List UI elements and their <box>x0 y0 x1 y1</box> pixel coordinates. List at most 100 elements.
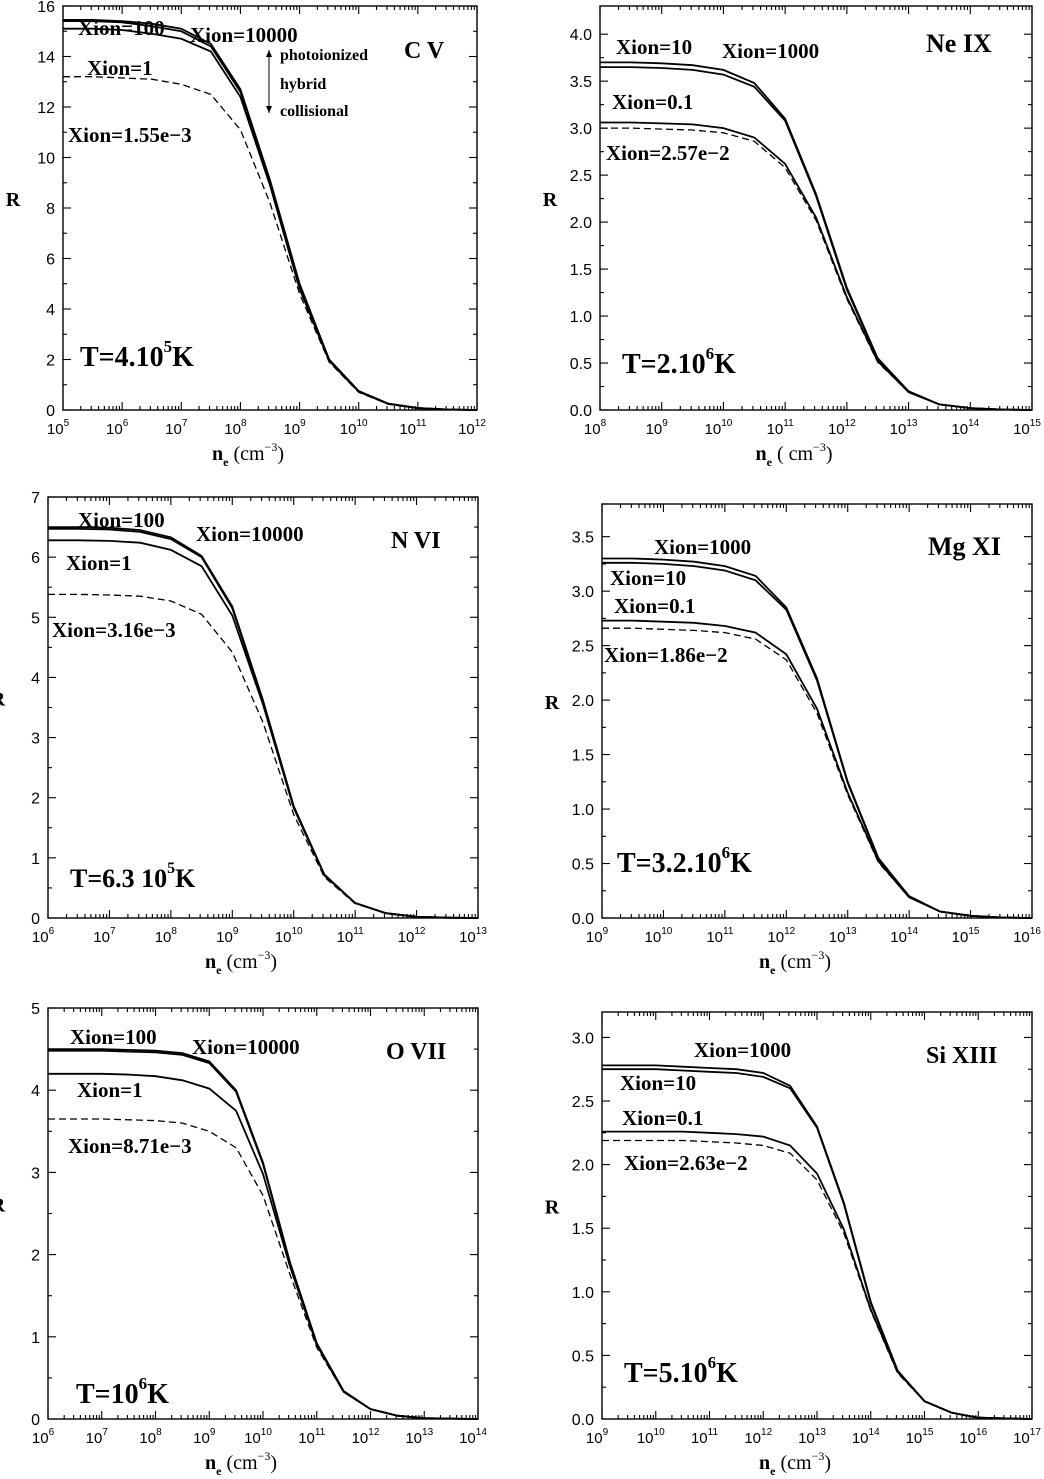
x-tick-label: 1014 <box>459 1427 487 1447</box>
regime-note: hybrid <box>280 76 326 93</box>
y-tick-label: 4 <box>31 1083 40 1100</box>
series-line-xion-100 <box>48 1049 479 1420</box>
series-label: Xion=1 <box>87 56 153 80</box>
ion-label: N VI <box>391 528 441 554</box>
series-label: Xion=2.57e−2 <box>606 141 730 165</box>
y-tick-label: 0.5 <box>570 356 592 373</box>
x-tick-label: 1011 <box>337 926 365 946</box>
x-tick-label: 1011 <box>767 418 795 438</box>
x-tick-label: 1014 <box>890 926 918 946</box>
x-axis-label-main: n <box>759 1452 770 1474</box>
x-axis-label-close: ) <box>277 443 284 465</box>
x-tick-label: 1012 <box>398 926 426 946</box>
x-tick-label: 109 <box>283 418 306 438</box>
y-tick-label: 0.5 <box>572 857 594 874</box>
y-tick-label: 0.0 <box>572 1412 594 1429</box>
y-tick-label: 5 <box>31 610 40 627</box>
series-line-xion-8.71e-3 <box>48 1118 479 1420</box>
x-axis-label-main: n <box>756 443 767 465</box>
y-tick-label: 0.0 <box>570 403 592 420</box>
y-tick-label: 7 <box>31 490 40 507</box>
x-tick-label: 1012 <box>828 418 856 438</box>
y-tick-label: 2.0 <box>570 215 592 232</box>
x-tick-label: 1010 <box>705 418 733 438</box>
y-axis-label: R <box>6 189 21 211</box>
regime-note: collisional <box>280 103 349 120</box>
x-tick-label: 1016 <box>959 1427 987 1447</box>
series-label: Xion=2.63e−2 <box>624 1151 748 1175</box>
x-axis-label: ne (cm−3) <box>212 440 284 469</box>
y-tick-label: 1.0 <box>572 802 594 819</box>
x-tick-label: 1010 <box>637 1427 665 1447</box>
x-tick-label: 109 <box>646 418 669 438</box>
temperature-label: T=2.106K <box>622 344 736 380</box>
series-label: Xion=10 <box>610 566 686 590</box>
series-line-xion-100 <box>48 528 479 919</box>
y-tick-label: 6 <box>31 550 40 567</box>
x-tick-label: 1012 <box>767 926 795 946</box>
y-tick-label: 1 <box>31 1330 40 1347</box>
x-axis-label-sub: e <box>770 963 776 977</box>
x-axis-label-unit: ( cm <box>772 443 814 465</box>
y-tick-label: 12 <box>37 100 55 117</box>
x-axis-label-exp: −3 <box>812 948 825 962</box>
y-tick-label: 1.5 <box>572 1221 594 1238</box>
series-label: Xion=10000 <box>196 522 304 546</box>
y-tick-label: 0.0 <box>572 911 594 928</box>
ion-label: Ne IX <box>926 29 992 58</box>
ion-label: Mg XI <box>928 532 1001 561</box>
series-label: Xion=1000 <box>722 39 819 63</box>
y-tick-label: 3.5 <box>572 530 594 547</box>
x-tick-label: 1013 <box>459 926 487 946</box>
x-axis-label-close: ) <box>824 951 831 973</box>
x-tick-label: 1015 <box>952 926 980 946</box>
x-axis-label-exp: −3 <box>265 440 278 454</box>
chart-panel-o-vii: 106 107 108 109 1010 1011 1012 1013 1014 0 1 2 3 4 5 Rn… <box>0 1001 487 1478</box>
x-axis-label-exp: −3 <box>812 1449 825 1463</box>
x-tick-label: 1013 <box>829 926 857 946</box>
x-tick-label: 109 <box>216 926 239 946</box>
y-tick-label: 2 <box>46 353 55 370</box>
x-tick-label: 107 <box>86 1427 109 1447</box>
series-line-xion-10000 <box>48 1048 479 1420</box>
series-label: Xion=1 <box>77 1078 143 1102</box>
series-line-xion-1.86e-2 <box>602 627 1033 919</box>
series-label: Xion=0.1 <box>622 1106 703 1130</box>
y-tick-label: 2.0 <box>572 1158 594 1175</box>
x-axis-label-main: n <box>205 1452 216 1474</box>
x-axis-label: ne (cm−3) <box>759 948 831 977</box>
series-line-xion-1 <box>48 1072 479 1420</box>
x-tick-label: 1010 <box>645 926 673 946</box>
series-label: Xion=10000 <box>190 23 298 47</box>
y-tick-label: 3.0 <box>572 1030 594 1047</box>
x-axis-label-unit: (cm <box>775 951 812 973</box>
x-axis-label-unit: (cm <box>775 1452 812 1474</box>
x-axis-label: ne (cm−3) <box>205 948 277 977</box>
temperature-label: T=3.2.106K <box>617 843 752 879</box>
x-axis-label-exp: −3 <box>258 948 271 962</box>
y-axis-label: R <box>545 692 560 714</box>
series-line-xion-3.16e-3 <box>48 593 479 919</box>
y-tick-label: 14 <box>37 50 55 67</box>
x-tick-label: 1011 <box>298 1427 326 1447</box>
y-tick-label: 1.5 <box>570 262 592 279</box>
x-tick-label: 1012 <box>352 1427 380 1447</box>
chart-panel-si-xiii: 109 1010 1011 1012 1013 1014 1015 1016 1017 0.0 0.… <box>545 1011 1041 1478</box>
y-tick-label: 1 <box>31 851 40 868</box>
series-label: Xion=1 <box>66 551 132 575</box>
x-tick-label: 1012 <box>458 418 486 438</box>
series-label: Xion=10000 <box>192 1035 300 1059</box>
plot-frame <box>601 503 1033 919</box>
y-tick-label: 2 <box>31 1248 40 1265</box>
y-tick-label: 5 <box>31 1001 40 1018</box>
temperature-label: T=6.3 105K <box>70 860 196 893</box>
ion-label: O VII <box>386 1039 446 1065</box>
series-label: Xion=1.55e−3 <box>68 123 192 147</box>
series-line-xion-2.57e-2 <box>600 127 1033 411</box>
plot-frame <box>599 5 1033 411</box>
y-axis-label: R <box>0 689 6 711</box>
series-line-xion-1 <box>48 539 479 919</box>
x-tick-label: 105 <box>47 418 70 438</box>
x-tick-label: 1012 <box>744 1427 772 1447</box>
x-tick-label: 1010 <box>340 418 368 438</box>
